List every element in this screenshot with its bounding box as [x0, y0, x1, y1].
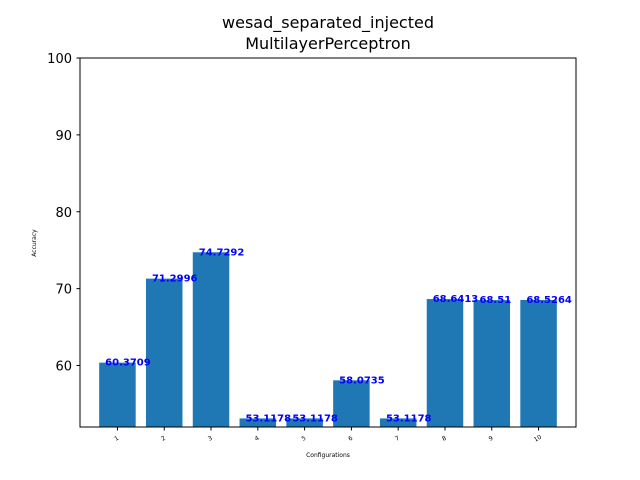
y-tick-label-80: 80 [55, 206, 72, 221]
x-axis-ticks: 1 2 3 4 5 6 7 8 9 10 [113, 427, 543, 444]
bar-value-label-8: 68.6413 [433, 294, 479, 305]
x-tick-label-10: 10 [533, 434, 543, 444]
bar-value-label-5: 53.1178 [292, 413, 338, 424]
bar-value-label-2: 71.2996 [152, 274, 198, 285]
bar-1 [99, 362, 136, 427]
chart-title-line1: wesad_separated_injected [222, 13, 434, 33]
bar-10 [520, 299, 557, 427]
bar-value-label-9: 68.51 [480, 295, 512, 306]
bar-value-label-3: 74.7292 [199, 247, 245, 258]
bar-value-label-1: 60.3709 [105, 358, 151, 369]
x-tick-label-1: 1 [113, 435, 120, 443]
bars-group [99, 252, 557, 427]
x-tick-label-2: 2 [160, 435, 167, 443]
bar-7 [379, 418, 417, 427]
x-tick-label-3: 3 [207, 435, 214, 443]
y-axis-label: Accuracy [31, 229, 38, 257]
x-tick-label-6: 6 [347, 435, 354, 443]
y-tick-label-70: 70 [55, 283, 72, 298]
bar-3 [192, 252, 230, 427]
bar-value-label-4: 53.1178 [246, 413, 292, 424]
y-axis-ticks: 60 70 80 90 100 [47, 52, 80, 375]
x-tick-label-7: 7 [394, 435, 401, 443]
bar-2 [145, 278, 183, 427]
x-axis-label: Configurations [306, 452, 350, 459]
x-tick-label-4: 4 [254, 435, 261, 443]
bar-value-label-6: 58.0735 [339, 375, 385, 386]
bar-4 [239, 418, 277, 427]
bar-5 [286, 418, 323, 427]
x-tick-label-9: 9 [488, 435, 495, 443]
x-tick-label-8: 8 [441, 435, 448, 443]
y-tick-label-90: 90 [55, 129, 72, 144]
bar-8 [426, 299, 464, 427]
y-tick-label-60: 60 [55, 360, 72, 375]
plot-frame [79, 57, 577, 428]
y-tick-label-100: 100 [47, 52, 72, 67]
bar-9 [473, 300, 511, 427]
bar-6 [333, 380, 370, 427]
bar-value-label-7: 53.1178 [386, 413, 432, 424]
x-tick-label-5: 5 [300, 435, 307, 443]
bar-value-label-10: 68.5264 [526, 295, 572, 306]
chart-title-line2: MultilayerPerceptron [245, 34, 411, 53]
